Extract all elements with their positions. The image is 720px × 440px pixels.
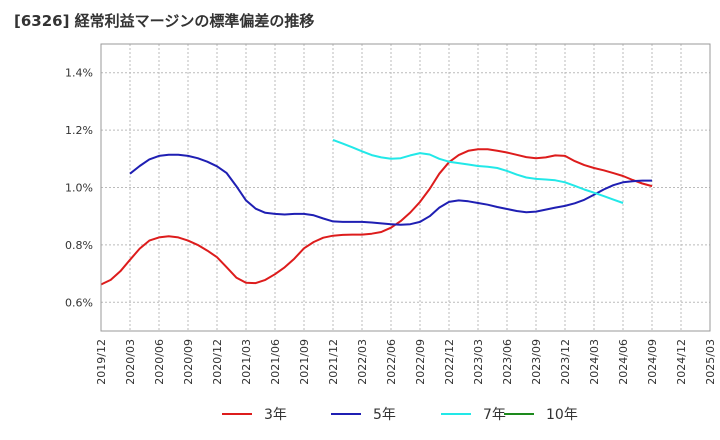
x-tick-label: 2025/03 — [704, 339, 717, 385]
legend-label-4: 10年 — [546, 407, 578, 423]
y-axis: 0.6% 0.8% 1.0% 1.2% 1.4% — [65, 67, 93, 310]
x-tick-label: 2020/12 — [211, 339, 224, 385]
x-tick-label: 2023/06 — [501, 339, 514, 385]
y-tick-label: 0.6% — [65, 296, 93, 309]
x-tick-label: 2020/03 — [124, 339, 137, 385]
x-tick-label: 2024/09 — [646, 339, 659, 385]
x-tick-label: 2021/06 — [269, 339, 282, 385]
y-tick-label: 1.2% — [65, 124, 93, 137]
series-line-3 — [332, 138, 624, 204]
x-tick-label: 2024/06 — [617, 339, 630, 385]
x-tick-label: 2021/09 — [298, 339, 311, 385]
x-tick-label: 2022/03 — [356, 339, 369, 385]
x-tick-label: 2021/12 — [327, 339, 340, 385]
series-line-1 — [100, 148, 653, 286]
x-tick-label: 2024/03 — [588, 339, 601, 385]
x-tick-label: 2023/09 — [530, 339, 543, 385]
legend-label-1: 3年 — [264, 407, 287, 423]
plot-frame — [100, 43, 711, 332]
legend-label-2: 5年 — [373, 407, 396, 423]
x-tick-label: 2021/03 — [240, 339, 253, 385]
x-tick-label: 2024/12 — [675, 339, 688, 385]
chart-title: [6326] 経常利益マージンの標準偏差の推移 — [14, 12, 315, 30]
y-tick-label: 1.0% — [65, 182, 93, 195]
legend-label-3: 7年 — [483, 407, 506, 423]
x-tick-label: 2019/12 — [95, 339, 108, 385]
x-tick-label: 2023/03 — [472, 339, 485, 385]
grid-layer — [100, 44, 711, 331]
series-line-2 — [129, 153, 652, 226]
series-layer — [100, 138, 653, 286]
x-tick-label: 2022/09 — [414, 339, 427, 385]
legend: 3年 5年 7年 10年 — [222, 407, 578, 423]
x-tick-label: 2022/12 — [443, 339, 456, 385]
y-tick-label: 0.8% — [65, 239, 93, 252]
x-tick-label: 2020/06 — [153, 339, 166, 385]
x-tick-label: 2022/06 — [385, 339, 398, 385]
y-tick-label: 1.4% — [65, 67, 93, 80]
x-tick-label: 2020/09 — [182, 339, 195, 385]
x-tick-label: 2023/12 — [559, 339, 572, 385]
x-axis: 2019/12 2020/03 2020/06 2020/09 2020/12 2021/… — [95, 339, 717, 385]
